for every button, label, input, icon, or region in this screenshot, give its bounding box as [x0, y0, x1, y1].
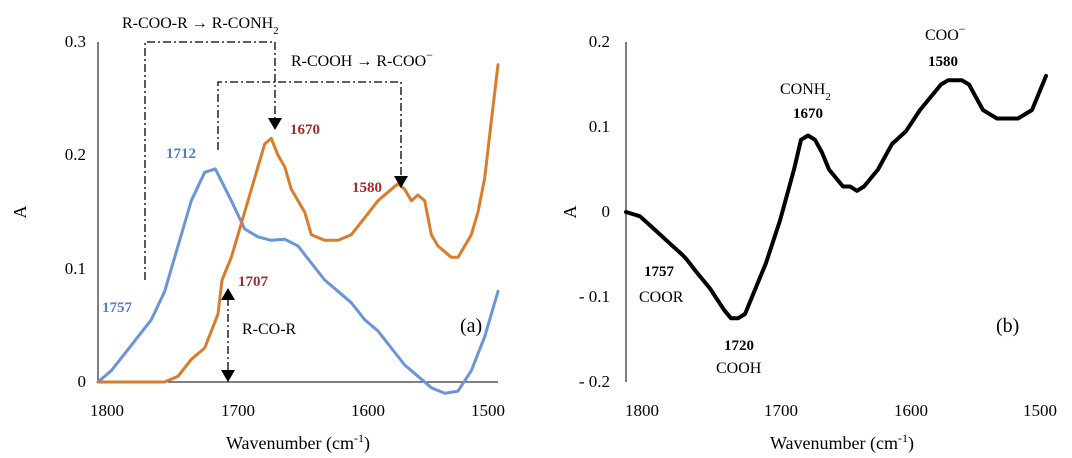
panel-b-ytick-label: 0.1: [589, 117, 610, 136]
coor-label: COOR: [639, 289, 684, 306]
panel-a-ytick-label: 0: [78, 372, 87, 391]
panel-a-x-axis-title: Wavenumber (cm-1): [226, 431, 370, 454]
cooh-label: COOH: [716, 360, 762, 377]
panel-a: 0 0.1 0.2 0.3 A 1800 1700 1600 1500 Wave…: [10, 15, 505, 454]
panel-b-ytick-label: - 0.2: [579, 372, 610, 391]
ketone-arrowhead-up: [221, 288, 235, 300]
panel-a-y-axis: 0 0.1 0.2 0.3 A: [10, 32, 99, 391]
coo-label: COO−: [925, 22, 966, 44]
panel-a-xtick-label: 1700: [221, 401, 255, 420]
panel-b-ytick-label: 0.2: [589, 32, 610, 51]
panel-b-xtick-label: 1700: [764, 401, 798, 420]
panel-a-series-line-orange: [96, 63, 500, 384]
panel-a-annotations: R-COO-R → R-CONH2 R-COOH → R-COO− R-CO-R…: [102, 15, 482, 382]
ketone-label: R-CO-R: [242, 321, 297, 338]
panel-a-tag: (a): [460, 315, 482, 337]
panel-b-series-group: [624, 74, 1048, 321]
conh2-label: CONH2: [780, 81, 831, 103]
panel-a-series-group: [96, 63, 500, 395]
peak-label-1757-a: 1757: [102, 300, 133, 316]
panel-b-x-axis-title: Wavenumber (cm-1): [770, 431, 914, 454]
peak-label-1712: 1712: [166, 146, 196, 162]
panel-a-ytick-label: 0.3: [65, 32, 86, 51]
ester-to-amide-label: R-COO-R → R-CONH2: [122, 15, 279, 37]
peak-label-1757-b: 1757: [644, 264, 675, 280]
ketone-arrowhead-down: [221, 370, 235, 382]
panel-b-xtick-label: 1800: [625, 401, 659, 420]
peak-label-1670-b: 1670: [793, 106, 823, 122]
panel-a-x-axis: 1800 1700 1600 1500 Wavenumber (cm-1): [90, 381, 505, 454]
panel-a-xtick-label: 1600: [351, 401, 385, 420]
panel-b-tag: (b): [996, 315, 1019, 337]
panel-b-ytick-label: 0: [602, 202, 611, 221]
acid-to-carboxylate-arrowhead: [394, 176, 408, 188]
panel-a-y-axis-title: A: [10, 206, 30, 219]
ester-to-amide-arrowhead: [268, 118, 282, 130]
panel-b-xtick-label: 1600: [894, 401, 928, 420]
panel-b-y-axis-title: A: [560, 206, 580, 219]
peak-label-1720: 1720: [724, 338, 754, 354]
panel-b-series-line-black: [624, 74, 1048, 321]
acid-to-carboxylate-label: R-COOH → R-COO−: [291, 48, 433, 70]
peak-label-1670-a: 1670: [290, 122, 320, 138]
panel-b-y-axis: - 0.2 - 0.1 0 0.1 0.2 A: [560, 32, 627, 391]
panel-a-ytick-label: 0.1: [65, 259, 86, 278]
panel-b-xtick-label: 1500: [1023, 401, 1057, 420]
panel-a-series-line-blue: [96, 167, 500, 395]
panel-b: - 0.2 - 0.1 0 0.1 0.2 A 1800 1700 1600 1…: [560, 22, 1057, 454]
peak-label-1707: 1707: [238, 274, 269, 290]
panel-a-xtick-label: 1500: [471, 401, 505, 420]
panel-a-ytick-label: 0.2: [65, 145, 86, 164]
panel-a-xtick-label: 1800: [90, 401, 124, 420]
panel-b-x-axis: 1800 1700 1600 1500 Wavenumber (cm-1): [625, 401, 1057, 454]
peak-label-1580-a: 1580: [352, 180, 382, 196]
panel-b-ytick-label: - 0.1: [579, 287, 610, 306]
panel-b-annotations: 1757 COOR 1720 COOH CONH2 1670 COO− 1580…: [639, 22, 1019, 377]
ester-to-amide-bracket: [144, 41, 276, 280]
acid-to-carboxylate-bracket: [217, 81, 402, 178]
peak-label-1580-b: 1580: [928, 54, 958, 70]
